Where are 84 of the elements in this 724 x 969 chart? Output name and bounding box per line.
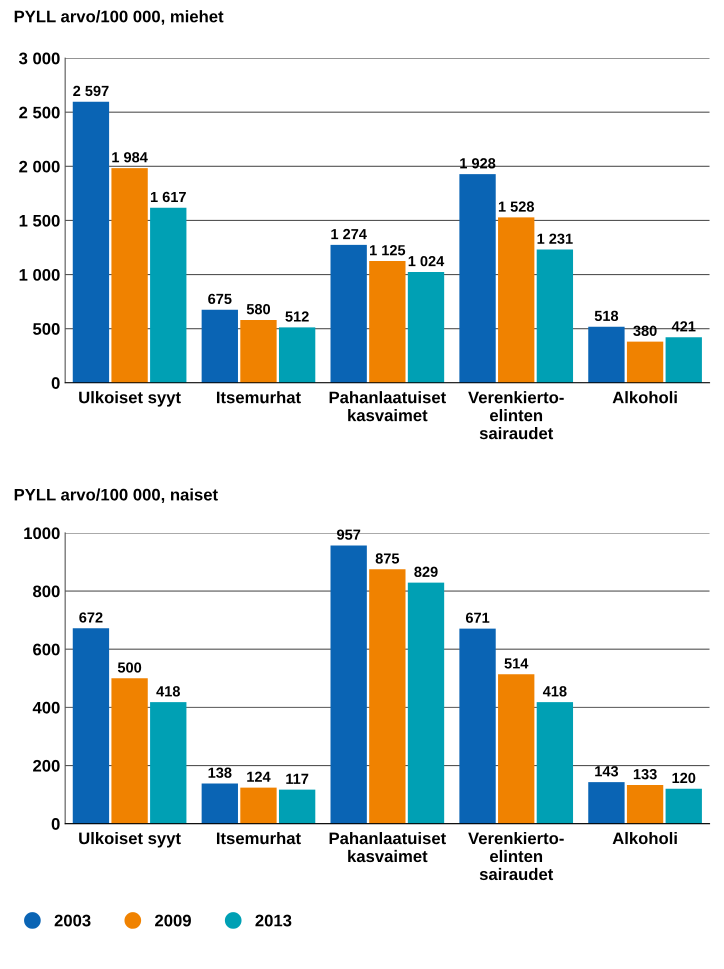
data-label: 1 125 — [370, 245, 406, 256]
y-tick-label: 1 000 — [20, 268, 60, 281]
bar — [369, 569, 406, 824]
data-label: 512 — [285, 311, 309, 322]
bar — [72, 628, 110, 824]
bar — [111, 678, 148, 824]
data-label: 514 — [504, 658, 528, 669]
data-label: 138 — [208, 768, 232, 778]
bar — [536, 702, 574, 824]
bar — [498, 674, 534, 824]
bar — [626, 342, 664, 383]
legend-label: 2013 — [255, 914, 292, 926]
bar — [72, 102, 110, 383]
data-label: 1 024 — [408, 256, 444, 266]
bar — [498, 217, 534, 383]
x-tick-label: Verenkierto- elinten sairaudet — [468, 391, 564, 440]
data-label: 418 — [542, 686, 567, 696]
y-tick-label: 200 — [33, 760, 60, 772]
y-tick-label: 2 000 — [19, 160, 60, 173]
bar — [666, 337, 702, 383]
bar — [150, 208, 186, 383]
y-tick-label: 600 — [33, 644, 60, 656]
data-label: 500 — [118, 662, 142, 673]
y-tick-label: 1 500 — [20, 214, 60, 227]
data-label: 124 — [247, 772, 271, 782]
bar — [369, 261, 406, 383]
bar — [536, 250, 574, 383]
chart-title: PYLL arvo/100 000, miehet — [14, 10, 224, 25]
y-tick-label: 1000 — [24, 527, 60, 540]
bar — [278, 327, 316, 383]
bar — [588, 782, 625, 824]
data-label: 1 274 — [331, 228, 367, 240]
data-label: 829 — [414, 566, 438, 577]
x-tick-label: Ulkoiset syyt — [79, 832, 181, 848]
y-tick-label: 0 — [52, 377, 60, 389]
data-label: 518 — [594, 310, 618, 322]
data-label: 120 — [672, 772, 696, 784]
legend-label: 2003 — [54, 914, 91, 926]
x-tick-label: Verenkierto- elinten sairaudet — [468, 832, 564, 880]
bar — [588, 326, 625, 383]
data-label: 418 — [156, 686, 180, 696]
bar — [278, 790, 316, 824]
bar — [111, 168, 148, 383]
x-tick-label: Pahanlaatuiset kasvaimet — [330, 832, 446, 862]
data-label: 1 528 — [498, 201, 534, 212]
data-label: 117 — [286, 774, 308, 784]
x-tick-label: Itsemurhat — [216, 832, 301, 844]
y-tick-label: 400 — [32, 702, 60, 714]
bar — [408, 582, 444, 824]
bar — [240, 320, 277, 383]
bar — [150, 702, 186, 824]
data-label: 143 — [595, 766, 618, 776]
bar — [330, 545, 367, 824]
bar — [202, 784, 238, 824]
bar — [408, 272, 444, 383]
y-tick-label: 500 — [33, 323, 60, 335]
y-tick-label: 2 500 — [19, 106, 60, 118]
data-label: 1 231 — [538, 234, 573, 244]
bar — [626, 784, 664, 824]
data-label: 1 984 — [112, 152, 148, 162]
chart-title: PYLL arvo/100 000, naiset — [14, 488, 218, 503]
y-tick-label: 3 000 — [18, 52, 60, 64]
legend-label: 2009 — [155, 914, 191, 926]
bar — [666, 788, 702, 824]
data-label: 875 — [376, 553, 400, 564]
bar — [240, 788, 277, 824]
bar — [202, 310, 238, 383]
x-tick-label: Itsemurhat — [216, 391, 301, 404]
y-tick-label: 0 — [52, 818, 60, 830]
data-label: 675 — [208, 294, 232, 304]
data-label: 671 — [466, 612, 490, 623]
data-label: 2 597 — [73, 86, 109, 96]
data-label: 580 — [246, 304, 270, 314]
x-tick-label: Pahanlaatuiset kasvaimet — [330, 391, 446, 422]
bar — [459, 628, 496, 824]
bar — [330, 244, 367, 383]
x-tick-label: Ulkoiset syyt — [79, 391, 181, 407]
data-label: 1 617 — [150, 192, 186, 202]
data-label: 133 — [634, 769, 657, 780]
data-label: 672 — [79, 612, 103, 623]
x-tick-label: Alkoholi — [612, 391, 677, 404]
bar — [459, 174, 496, 383]
x-tick-label: Alkoholi — [612, 832, 677, 844]
y-tick-label: 800 — [33, 585, 60, 598]
